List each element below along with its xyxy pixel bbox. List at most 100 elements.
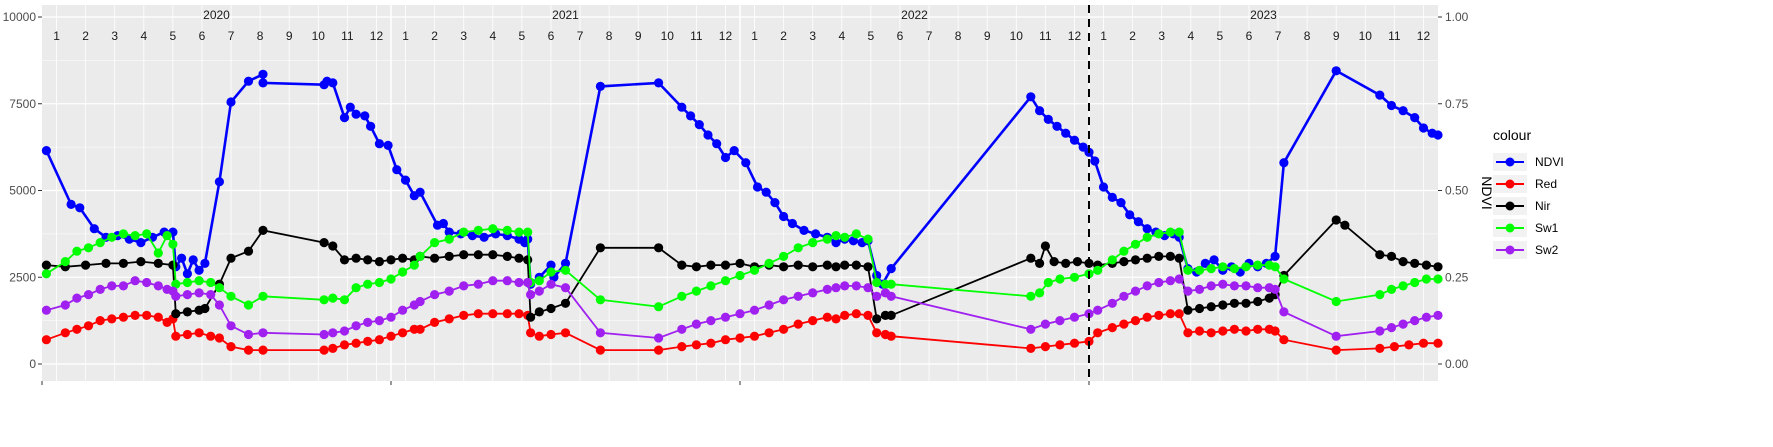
data-point-sw1 bbox=[1253, 260, 1263, 270]
data-point-nir bbox=[1375, 250, 1385, 260]
month-label: 5 bbox=[868, 29, 875, 43]
data-point-sw1 bbox=[1279, 274, 1289, 284]
data-point-red bbox=[72, 324, 82, 334]
data-point-sw1 bbox=[206, 277, 216, 288]
data-point-red bbox=[706, 338, 716, 348]
data-point-sw1 bbox=[153, 248, 163, 258]
data-point-red bbox=[374, 335, 384, 345]
data-point-sw1 bbox=[1142, 232, 1152, 242]
data-point-sw1 bbox=[258, 291, 268, 301]
data-point-nir bbox=[1119, 257, 1129, 267]
data-point-sw1 bbox=[60, 257, 70, 267]
data-point-red bbox=[226, 342, 236, 352]
year-label: 2021 bbox=[552, 8, 579, 22]
data-point-sw2 bbox=[720, 312, 731, 322]
data-point-red bbox=[142, 310, 152, 320]
data-point-ndvi bbox=[1410, 113, 1420, 123]
data-point-nir bbox=[339, 255, 350, 265]
data-point-nir bbox=[81, 260, 91, 270]
data-point-sw1 bbox=[488, 224, 498, 234]
data-point-sw1 bbox=[363, 279, 373, 289]
data-point-sw1 bbox=[863, 234, 873, 244]
data-point-red bbox=[258, 345, 268, 355]
data-point-red bbox=[363, 336, 373, 346]
data-point-sw1 bbox=[595, 295, 606, 305]
data-point-red bbox=[749, 331, 760, 341]
data-point-red bbox=[1130, 316, 1141, 326]
data-point-nir bbox=[1241, 298, 1251, 308]
data-point-red bbox=[1093, 328, 1103, 338]
data-point-sw2 bbox=[1433, 310, 1443, 320]
data-point-sw2 bbox=[1331, 331, 1341, 341]
data-point-sw2 bbox=[319, 329, 329, 340]
data-point-ndvi bbox=[467, 231, 477, 241]
data-point-ndvi bbox=[194, 265, 204, 275]
data-point-sw2 bbox=[1410, 316, 1420, 326]
data-point-sw1 bbox=[1194, 265, 1205, 275]
data-point-ndvi bbox=[779, 211, 789, 222]
data-point-sw2 bbox=[1154, 277, 1164, 288]
data-point-sw2 bbox=[95, 284, 105, 294]
data-point-red bbox=[654, 345, 664, 355]
data-point-sw1 bbox=[415, 251, 425, 261]
data-point-ndvi bbox=[712, 139, 722, 149]
data-point-nir bbox=[822, 260, 832, 270]
data-point-red bbox=[546, 329, 556, 340]
legend-key-point bbox=[1505, 245, 1515, 255]
data-point-ndvi bbox=[1433, 130, 1443, 140]
data-point-sw1 bbox=[41, 269, 52, 279]
data-point-sw1 bbox=[720, 276, 731, 286]
data-point-red bbox=[1404, 340, 1414, 350]
series-nir bbox=[41, 215, 1443, 324]
data-point-ndvi bbox=[243, 76, 254, 86]
month-label: 4 bbox=[1187, 29, 1194, 43]
data-point-sw1 bbox=[1035, 288, 1045, 298]
data-point-sw1 bbox=[523, 227, 533, 237]
data-point-red bbox=[83, 321, 94, 331]
month-label: 11 bbox=[690, 29, 703, 43]
data-point-sw1 bbox=[1206, 264, 1216, 274]
data-point-ndvi bbox=[1386, 100, 1397, 111]
data-point-sw2 bbox=[1107, 298, 1117, 308]
data-point-sw1 bbox=[1026, 291, 1036, 301]
data-point-ndvi bbox=[729, 146, 739, 156]
data-point-sw1 bbox=[654, 302, 664, 312]
data-point-sw1 bbox=[1069, 272, 1080, 282]
data-point-red bbox=[677, 342, 687, 352]
data-point-nir bbox=[1035, 258, 1045, 268]
data-point-nir bbox=[691, 262, 702, 272]
data-point-sw1 bbox=[430, 238, 440, 248]
data-point-sw1 bbox=[840, 232, 850, 242]
data-point-sw1 bbox=[444, 234, 454, 244]
data-point-sw2 bbox=[130, 276, 140, 286]
data-point-sw2 bbox=[194, 288, 204, 298]
data-point-red bbox=[863, 310, 873, 320]
data-point-nir bbox=[560, 298, 571, 308]
data-point-ndvi bbox=[741, 158, 751, 168]
data-point-red bbox=[1418, 338, 1429, 348]
data-point-sw2 bbox=[488, 276, 498, 286]
y-tick-label-left: 0 bbox=[29, 357, 36, 371]
data-point-nir bbox=[779, 262, 789, 272]
data-point-ndvi bbox=[1116, 198, 1126, 208]
data-point-red bbox=[840, 310, 850, 320]
data-point-ndvi bbox=[770, 198, 780, 208]
data-point-red bbox=[194, 328, 204, 338]
month-label: 7 bbox=[926, 29, 933, 43]
data-point-ndvi bbox=[400, 175, 411, 185]
data-point-sw1 bbox=[822, 234, 832, 244]
data-point-sw1 bbox=[386, 274, 396, 284]
data-point-ndvi bbox=[1200, 258, 1210, 268]
data-point-sw2 bbox=[523, 277, 533, 288]
data-point-sw1 bbox=[328, 293, 338, 303]
data-point-sw2 bbox=[1279, 307, 1289, 317]
data-point-nir bbox=[1433, 262, 1443, 272]
data-point-red bbox=[793, 319, 803, 329]
data-point-sw2 bbox=[142, 277, 152, 288]
data-point-ndvi bbox=[799, 225, 809, 235]
data-point-red bbox=[444, 314, 454, 324]
data-point-ndvi bbox=[1052, 121, 1062, 131]
month-label: 6 bbox=[1246, 29, 1253, 43]
data-point-sw1 bbox=[1107, 255, 1117, 265]
